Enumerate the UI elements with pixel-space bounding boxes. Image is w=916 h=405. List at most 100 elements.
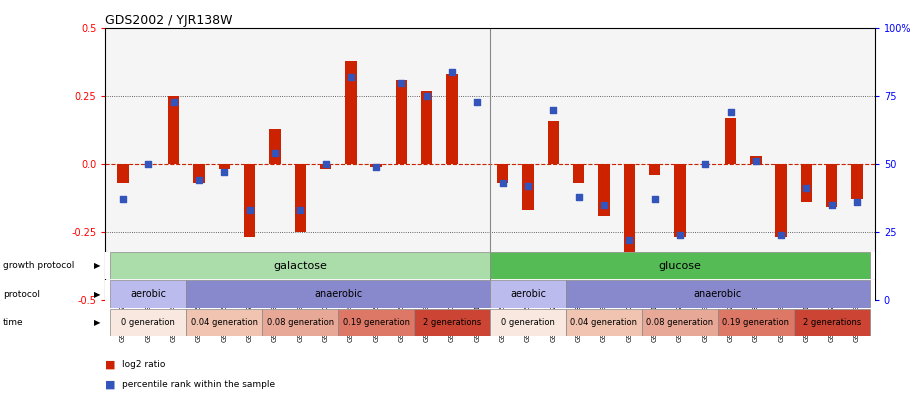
Point	[318, 161, 333, 167]
Point	[344, 74, 358, 81]
Bar	[497, 164, 508, 183]
Text: ■: ■	[105, 360, 115, 369]
Point	[115, 196, 130, 202]
Bar	[725, 118, 736, 164]
Point	[520, 183, 535, 189]
Text: time: time	[3, 318, 24, 327]
Bar	[490, 252, 869, 279]
Bar	[117, 164, 129, 183]
Text: 0.08 generation: 0.08 generation	[267, 318, 333, 327]
Point	[622, 237, 637, 243]
Point	[799, 185, 813, 192]
Text: ■: ■	[105, 380, 115, 390]
Bar	[219, 164, 230, 169]
Point	[141, 161, 156, 167]
Point	[267, 150, 282, 156]
Bar	[624, 164, 635, 254]
Point	[546, 107, 561, 113]
Bar	[345, 61, 356, 164]
Point	[420, 93, 434, 100]
Point	[496, 180, 510, 186]
Bar	[370, 164, 382, 167]
Point	[191, 177, 206, 183]
Bar	[566, 309, 642, 336]
Text: percentile rank within the sample: percentile rank within the sample	[122, 380, 275, 389]
Bar	[598, 164, 610, 215]
Point	[672, 231, 687, 238]
Text: aerobic: aerobic	[130, 289, 167, 299]
Point	[648, 196, 662, 202]
Bar	[338, 309, 414, 336]
Text: ▶: ▶	[94, 318, 101, 327]
Text: 0.04 generation: 0.04 generation	[571, 318, 638, 327]
Point	[167, 98, 181, 105]
Text: glucose: glucose	[659, 261, 702, 271]
Point	[242, 207, 256, 213]
Bar	[826, 164, 837, 207]
Text: 0 generation: 0 generation	[501, 318, 555, 327]
Bar	[269, 129, 280, 164]
Point	[369, 164, 384, 170]
Bar	[801, 164, 812, 202]
Bar	[421, 91, 432, 164]
Text: log2 ratio: log2 ratio	[122, 360, 165, 369]
Bar	[168, 96, 180, 164]
Text: 2 generations: 2 generations	[802, 318, 861, 327]
Text: protocol: protocol	[3, 290, 39, 298]
Point	[445, 68, 460, 75]
Bar	[414, 309, 490, 336]
Point	[723, 109, 737, 116]
Point	[394, 79, 409, 86]
Bar	[490, 280, 566, 308]
Bar	[776, 164, 787, 237]
Text: anaerobic: anaerobic	[693, 289, 742, 299]
Point	[596, 201, 611, 208]
Text: ▶: ▶	[94, 290, 101, 298]
Text: 0.08 generation: 0.08 generation	[647, 318, 714, 327]
Bar	[851, 164, 863, 199]
Point	[572, 193, 586, 200]
Point	[850, 199, 865, 205]
Bar	[674, 164, 685, 237]
Text: 0.19 generation: 0.19 generation	[343, 318, 409, 327]
Text: 0 generation: 0 generation	[122, 318, 175, 327]
Text: aerobic: aerobic	[510, 289, 546, 299]
Text: 0.19 generation: 0.19 generation	[723, 318, 790, 327]
Bar	[186, 280, 490, 308]
Text: galactose: galactose	[273, 261, 327, 271]
Point	[293, 207, 308, 213]
Text: growth protocol: growth protocol	[3, 261, 74, 270]
Bar	[446, 75, 458, 164]
Bar	[111, 280, 186, 308]
Point	[470, 98, 485, 105]
Bar	[111, 252, 490, 279]
Bar	[572, 164, 584, 183]
Text: ▶: ▶	[94, 261, 101, 270]
Text: GDS2002 / YJR138W: GDS2002 / YJR138W	[105, 14, 233, 27]
Bar	[566, 280, 869, 308]
Text: 2 generations: 2 generations	[423, 318, 481, 327]
Point	[774, 231, 789, 238]
Bar	[522, 164, 534, 210]
Bar	[396, 80, 408, 164]
Bar	[193, 164, 204, 183]
Text: anaerobic: anaerobic	[314, 289, 363, 299]
Point	[698, 161, 713, 167]
Bar	[649, 164, 660, 175]
Bar	[750, 156, 761, 164]
Text: 0.04 generation: 0.04 generation	[191, 318, 257, 327]
Point	[217, 169, 232, 175]
Bar	[794, 309, 869, 336]
Bar	[490, 309, 566, 336]
Bar	[262, 309, 338, 336]
Bar	[295, 164, 306, 232]
Bar	[548, 121, 559, 164]
Bar	[244, 164, 256, 237]
Bar	[642, 309, 718, 336]
Bar	[186, 309, 262, 336]
Point	[824, 201, 839, 208]
Bar	[111, 309, 186, 336]
Point	[748, 158, 763, 164]
Bar	[718, 309, 794, 336]
Bar	[320, 164, 332, 169]
